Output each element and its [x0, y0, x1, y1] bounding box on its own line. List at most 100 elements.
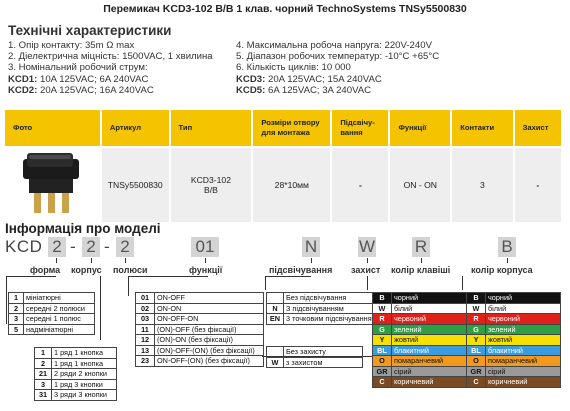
buttons-row-code: 21	[34, 368, 52, 380]
segment-protection: W	[358, 237, 376, 257]
buttons-row-desc: 1 ряд 3 кнопки	[51, 378, 117, 390]
product-function: ON - ON	[389, 146, 453, 222]
key-color-row-code: BL	[372, 344, 392, 356]
label-functions: функції	[189, 265, 223, 275]
form-row-desc: середні 2 полюси	[23, 302, 95, 314]
header-mount-size: Розміри отвору для монтажа	[252, 110, 333, 147]
key-color-row-desc: коричневий	[391, 376, 467, 388]
product-photo	[5, 146, 102, 222]
form-row-code: 3	[8, 313, 24, 325]
form-row-code: 5	[8, 323, 24, 335]
form-row-desc: мініатюрні	[23, 292, 95, 304]
form-row: 2 середні 2 полюси	[8, 302, 95, 314]
protection-row: Без захисту	[266, 346, 363, 358]
functions-table: 01 ON-OFF 02 ON-ON 03 ON-OFF-ON 11 (ON)-OFF (бе…	[135, 292, 264, 367]
form-row-code: 1	[8, 292, 24, 304]
function-row-desc: ON-ON	[154, 302, 264, 314]
segment-housing: 2	[48, 237, 66, 257]
function-row: 12 (ON)-ON (без фіксації)	[135, 334, 264, 346]
product-protection: -	[513, 146, 561, 222]
key-color-row-desc: жовтий	[391, 334, 467, 346]
body-color-row-desc: жовтий	[485, 334, 561, 346]
form-row-desc: середні 1 полюс	[23, 313, 95, 325]
tick-backlight	[311, 258, 312, 263]
tick-housing	[56, 258, 57, 263]
header-backlight: Підсвічу-вання	[331, 110, 391, 147]
backlight-row-code	[266, 292, 284, 304]
key-color-row-code: R	[372, 313, 392, 325]
product-type: KCD3-102 B/B	[169, 146, 254, 222]
connector-functions-h	[128, 276, 208, 277]
function-row-code: 11	[135, 323, 155, 335]
function-row-code: 02	[135, 302, 155, 314]
connector-form	[6, 276, 7, 324]
key-color-row-desc: блакитний	[391, 344, 467, 356]
body-color-row-code: B	[466, 292, 486, 304]
product-size: 28*10мм	[252, 146, 333, 222]
segment-functions: 01	[191, 237, 219, 257]
spec-cycles: 6. Кількість циклів: 10 000	[236, 62, 351, 74]
form-row-code: 2	[8, 302, 24, 314]
connector-bodycolor	[462, 276, 463, 290]
connector-backlight-h	[265, 276, 311, 277]
connector-backlight-v	[265, 276, 266, 290]
key-color-row-code: O	[372, 355, 392, 367]
function-row-desc: (ON)-OFF-(ON) (без фіксації)	[154, 344, 264, 356]
connector-keycolor	[367, 276, 368, 290]
label-body-color: колір корпуса	[471, 265, 533, 275]
body-color-row-code: Y	[466, 334, 486, 346]
segment-backlight: N	[302, 237, 320, 257]
function-row-desc: ON-OFF-(ON) (без фіксації)	[154, 355, 264, 367]
specs-right: 4. Максимальна робоча напруга: 220V-240V…	[236, 40, 439, 96]
function-row-desc: ON-OFF	[154, 292, 264, 304]
spec-max-voltage: 4. Максимальна робоча напруга: 220V-240V	[236, 40, 432, 51]
segment-key-color: R	[412, 237, 430, 257]
key-color-row-code: GR	[372, 365, 392, 377]
header-article: Артикул	[100, 110, 171, 147]
buttons-row-code: 2	[34, 357, 52, 369]
body-color-row-desc: блакитний	[485, 344, 561, 356]
label-housing: корпус	[71, 265, 102, 275]
body-color-row-code: R	[466, 313, 486, 325]
buttons-row-desc: 1 ряд 1 кнопка	[51, 347, 117, 359]
body-color-row-desc: чорний	[485, 292, 561, 304]
key-color-row-code: C	[372, 376, 392, 388]
backlight-row-desc: Без підсвічування	[283, 292, 380, 304]
key-color-row-code: B	[372, 292, 392, 304]
body-color-row-code: C	[466, 376, 486, 388]
form-row: 1 мініатюрні	[8, 292, 95, 304]
backlight-table: Без підсвічування N З підсвічуванням EN 3 то…	[266, 292, 380, 325]
backlight-row-desc: 3 точковим підсвічуванням	[283, 313, 380, 325]
spec-kcd5: KCD5: 6A 125VAC; 3A 240VAC	[236, 84, 372, 96]
rocker-switch-image	[23, 153, 80, 213]
connector-functions-v	[128, 276, 129, 296]
buttons-row: 21 2 ряди 2 кнопки	[34, 368, 117, 380]
product-contacts: 3	[451, 146, 515, 222]
form-row: 3 середні 1 полюс	[8, 313, 95, 325]
backlight-row: EN 3 точковим підсвічуванням	[266, 313, 380, 325]
connector-poles	[100, 276, 101, 340]
backlight-row-code: EN	[266, 313, 284, 325]
function-row-desc: ON-OFF-ON	[154, 313, 264, 325]
spec-dielectric: 2. Діелектрична міцність: 1500VAC, 1 хви…	[8, 51, 213, 63]
key-color-row-code: G	[372, 323, 392, 335]
label-form: форма	[30, 265, 61, 275]
tick-protection	[367, 258, 368, 263]
form-row: 5 надмініатюрні	[8, 323, 95, 335]
body-color-row-desc: помаранчевий	[485, 355, 561, 367]
